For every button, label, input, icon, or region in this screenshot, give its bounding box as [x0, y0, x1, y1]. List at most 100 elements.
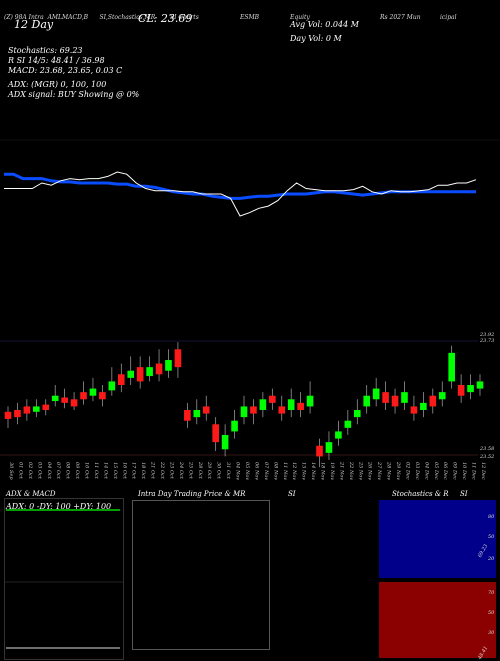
candle-body	[353, 410, 361, 418]
candle-body	[457, 385, 465, 396]
candle-body	[89, 388, 97, 396]
date-tick-label: 26 Nov	[367, 461, 373, 480]
date-tick-label: 01 Oct	[17, 462, 23, 480]
date-tick-label: 05 Dec	[433, 462, 439, 480]
candle-body	[344, 420, 352, 428]
date-tick-label: 19 Nov	[329, 462, 335, 480]
rsi-tick-30: 30	[488, 630, 495, 636]
date-tick-label: 27 Nov	[376, 461, 382, 480]
stoch-rsi-title-b: SI	[460, 490, 468, 498]
date-tick-label: 16 Oct	[121, 462, 127, 480]
stoch-rsi-title: Stochastics & R	[392, 490, 449, 498]
candle-body	[467, 385, 474, 393]
date-tick-label: 14 Nov	[310, 462, 316, 480]
candle-body	[212, 424, 219, 443]
candle-body	[259, 399, 267, 410]
candle-body	[127, 370, 135, 378]
candle-body	[184, 410, 191, 421]
date-tick-label: 11 Oct	[93, 462, 99, 480]
date-tick-label: 03 Dec	[414, 462, 420, 480]
candle-body	[155, 363, 163, 375]
stoch-tick-50: 50	[488, 534, 495, 540]
candle-body	[297, 402, 304, 410]
date-tick-label: 24 Oct	[178, 461, 184, 480]
candle-body	[193, 410, 201, 418]
adx-macd-title: ADX & MACD	[6, 490, 56, 498]
header-equity: Equity	[290, 14, 310, 21]
date-tick-label: 13 Nov	[301, 462, 307, 480]
candle-body	[382, 392, 389, 403]
date-tick-label: 09 Oct	[74, 462, 80, 480]
date-tick-label: 02 Oct	[27, 462, 33, 480]
date-tick-label: 18 Nov	[320, 462, 326, 480]
adx-values: ADX: 0 -DY: 100 +DY: 100	[6, 502, 112, 511]
date-tick-label: 21 Oct	[150, 461, 156, 480]
date-tick-label: 08 Nov	[272, 462, 278, 480]
date-tick-label: 25 Nov	[357, 461, 363, 480]
date-tick-label: 17 Oct	[131, 462, 137, 480]
candle-body	[99, 392, 106, 400]
price-label-top-1: 23.92	[480, 332, 495, 338]
header-symbol: ESMB	[240, 14, 260, 21]
date-tick-label: 22 Nov	[348, 461, 354, 480]
candle-body	[363, 395, 371, 407]
date-tick-label: 04 Dec	[423, 462, 429, 480]
date-tick-label: 29 Oct	[206, 461, 212, 480]
candle-body	[410, 406, 418, 414]
date-tick-label: 14 Oct	[102, 462, 108, 480]
date-tick-label: 28 Oct	[197, 461, 203, 480]
date-tick-label: 31 Oct	[225, 462, 231, 480]
date-tick-label: 21 Nov	[338, 461, 344, 480]
candle-body	[316, 445, 323, 457]
date-tick-label: 22 Oct	[159, 461, 165, 480]
candle-body	[325, 442, 333, 453]
date-tick-label: 06 Dec	[442, 462, 448, 480]
header-name-a: Rs 2027 Mun	[380, 14, 421, 21]
candle-body	[70, 399, 78, 407]
stoch-tick-80: 80	[488, 514, 495, 520]
header-line-1: (Z) 98A Intra AMLMACD,B SI,Stochastics,M…	[4, 14, 156, 21]
candle-body	[117, 374, 125, 385]
candle-body	[202, 406, 210, 414]
day-label: 12 Day	[14, 18, 54, 31]
intraday-panel	[132, 500, 270, 650]
header-name-b: icipal	[440, 14, 457, 21]
close-label: CL: 23.69	[138, 12, 193, 25]
date-tick-label: 11 Nov	[282, 462, 288, 480]
stoch-tick-20: 20	[488, 556, 495, 562]
candle-body	[221, 435, 229, 450]
candle-body	[269, 395, 276, 403]
candle-body	[174, 349, 182, 368]
candle-body	[23, 406, 31, 414]
date-tick-label: 07 Oct	[55, 462, 61, 480]
rsi-readout: R SI 14/5: 48.41 / 36.98	[8, 56, 105, 65]
date-tick-label: 02 Dec	[404, 462, 410, 480]
candle-body	[231, 420, 238, 432]
intraday-title: Intra Day Trading Price & MR	[138, 490, 246, 498]
candle-body	[33, 406, 40, 412]
date-tick-label: 06 Nov	[253, 462, 259, 480]
date-tick-label: 28 Nov	[386, 461, 392, 480]
candle-body	[438, 392, 446, 400]
date-tick-label: 04 Nov	[235, 462, 241, 480]
candle-body	[420, 402, 427, 410]
candle-body	[4, 411, 12, 419]
rsi-panel	[379, 582, 496, 658]
candle-body	[14, 410, 21, 418]
header-charts: SI Charts	[170, 14, 199, 21]
date-tick-label: 03 Oct	[36, 462, 42, 480]
date-tick-label: 11 Dec	[471, 462, 477, 480]
moving-average-line	[4, 172, 476, 200]
stochastics-panel	[379, 500, 496, 578]
date-tick-label: 12 Dec	[480, 462, 486, 480]
date-tick-label: 30 Sep	[8, 462, 14, 480]
date-tick-label: 05 Nov	[244, 462, 250, 480]
candle-body	[250, 406, 257, 414]
price-label-bottom-1: 23.58	[480, 446, 495, 452]
candle-body	[42, 404, 50, 410]
candle-body	[429, 395, 437, 407]
price-label-top-2: 23.73	[480, 338, 495, 344]
date-tick-label: 18 Oct	[140, 462, 146, 480]
date-tick-label: 07 Nov	[263, 462, 269, 480]
candle-body	[335, 431, 342, 439]
